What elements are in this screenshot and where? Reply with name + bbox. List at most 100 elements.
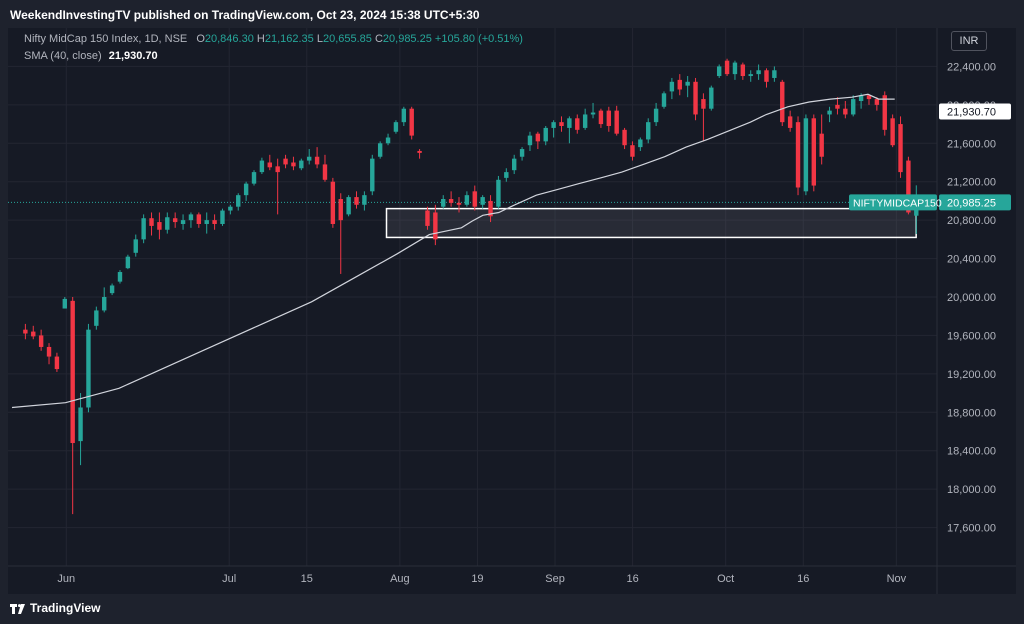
candle-body[interactable] — [575, 118, 580, 130]
candle-body[interactable] — [535, 133, 541, 142]
candle-body[interactable] — [377, 143, 383, 157]
candle-body[interactable] — [165, 217, 170, 230]
candle-body[interactable] — [740, 64, 746, 77]
candle-body[interactable] — [480, 197, 485, 205]
candle-body[interactable] — [614, 110, 619, 134]
candle-body[interactable] — [551, 122, 556, 128]
candle-body[interactable] — [866, 95, 872, 100]
candle-body[interactable] — [748, 74, 753, 77]
candle-body[interactable] — [701, 99, 706, 109]
candle-body[interactable] — [724, 60, 730, 75]
candle-body[interactable] — [464, 195, 470, 205]
candle-body[interactable] — [472, 191, 477, 207]
candle-body[interactable] — [630, 145, 635, 157]
candle-body[interactable] — [693, 81, 698, 115]
candle-body[interactable] — [133, 239, 138, 253]
candle-body[interactable] — [38, 335, 44, 347]
chart-plot-area[interactable]: 17,600.00 18,000.00 18,400.00 18,800.00 19,2… — [8, 28, 1016, 594]
candle-body[interactable] — [78, 407, 83, 442]
candle-body[interactable] — [362, 195, 367, 205]
candle-body[interactable] — [504, 172, 509, 178]
candle-body[interactable] — [787, 116, 793, 128]
candle-body[interactable] — [267, 162, 272, 168]
candle-body[interactable] — [851, 99, 856, 115]
candle-body[interactable] — [102, 297, 107, 311]
candle-body[interactable] — [756, 70, 761, 75]
candle-body[interactable] — [385, 137, 391, 144]
candle-body[interactable] — [188, 214, 194, 221]
candle-body[interactable] — [157, 222, 162, 230]
candle-body[interactable] — [843, 108, 848, 115]
candle-body[interactable] — [890, 118, 895, 146]
candle-body[interactable] — [795, 122, 801, 188]
candle-body[interactable] — [732, 62, 738, 75]
candle-body[interactable] — [299, 160, 304, 169]
candle-body[interactable] — [196, 214, 202, 224]
candle-body[interactable] — [180, 220, 186, 224]
sma-legend[interactable]: SMA (40, close) 21,930.70 — [24, 50, 158, 62]
candle-body[interactable] — [772, 70, 777, 78]
sma-line[interactable] — [11, 93, 895, 409]
candle-body[interactable] — [291, 162, 296, 167]
candle-body[interactable] — [283, 158, 288, 165]
candle-body[interactable] — [243, 183, 249, 196]
candle-body[interactable] — [780, 81, 785, 123]
candle-body[interactable] — [62, 298, 67, 309]
candle-body[interactable] — [236, 195, 241, 207]
candle-body[interactable] — [456, 202, 462, 205]
candle-body[interactable] — [882, 95, 887, 130]
candle-body[interactable] — [898, 124, 903, 173]
candle-body[interactable] — [401, 108, 407, 123]
candle-body[interactable] — [212, 220, 217, 224]
candle-body[interactable] — [906, 160, 911, 213]
candle-body[interactable] — [417, 150, 422, 153]
candle-body[interactable] — [835, 104, 840, 109]
candle-body[interactable] — [874, 99, 880, 105]
candle-body[interactable] — [677, 79, 682, 90]
candle-body[interactable] — [764, 70, 769, 82]
candle-body[interactable] — [125, 256, 131, 269]
candle-body[interactable] — [393, 122, 399, 132]
candle-body[interactable] — [370, 158, 375, 192]
candle-body[interactable] — [543, 127, 548, 142]
candle-body[interactable] — [109, 285, 115, 294]
candle-body[interactable] — [582, 114, 588, 128]
candle-body[interactable] — [259, 160, 265, 173]
price-chart[interactable]: 17,600.00 18,000.00 18,400.00 18,800.00 19,2… — [8, 28, 1016, 594]
candle-body[interactable] — [606, 110, 612, 126]
candle-body[interactable] — [653, 108, 659, 123]
candle-body[interactable] — [646, 122, 651, 140]
candle-body[interactable] — [86, 329, 91, 408]
candle-body[interactable] — [511, 158, 517, 171]
candle-body[interactable] — [346, 197, 351, 215]
candle-body[interactable] — [70, 300, 75, 444]
candle-body[interactable] — [622, 129, 627, 146]
candle-body[interactable] — [338, 199, 343, 221]
candle-body[interactable] — [94, 310, 99, 326]
candle-body[interactable] — [220, 210, 225, 224]
candle-body[interactable] — [204, 220, 209, 224]
candle-body[interactable] — [858, 95, 864, 102]
candle-body[interactable] — [433, 212, 438, 240]
candle-body[interactable] — [709, 87, 714, 109]
candle-body[interactable] — [172, 218, 178, 223]
candle-body[interactable] — [661, 93, 667, 107]
candle-body[interactable] — [819, 133, 824, 157]
candle-body[interactable] — [638, 139, 643, 148]
currency-button[interactable]: INR — [951, 31, 987, 51]
candle-body[interactable] — [669, 81, 675, 92]
candle-body[interactable] — [46, 346, 52, 357]
candle-body[interactable] — [322, 164, 328, 180]
candle-body[interactable] — [275, 166, 280, 173]
candle-body[interactable] — [441, 199, 446, 207]
candle-body[interactable] — [307, 156, 312, 161]
candle-body[interactable] — [54, 356, 60, 370]
support-zone-box[interactable] — [385, 207, 917, 239]
candle-body[interactable] — [314, 156, 320, 165]
candle-body[interactable] — [330, 181, 336, 224]
candle-body[interactable] — [228, 206, 233, 211]
candle-body[interactable] — [23, 329, 28, 334]
tradingview-logo[interactable]: TradingView — [10, 601, 100, 615]
candle-body[interactable] — [354, 197, 359, 205]
candle-body[interactable] — [811, 118, 816, 186]
